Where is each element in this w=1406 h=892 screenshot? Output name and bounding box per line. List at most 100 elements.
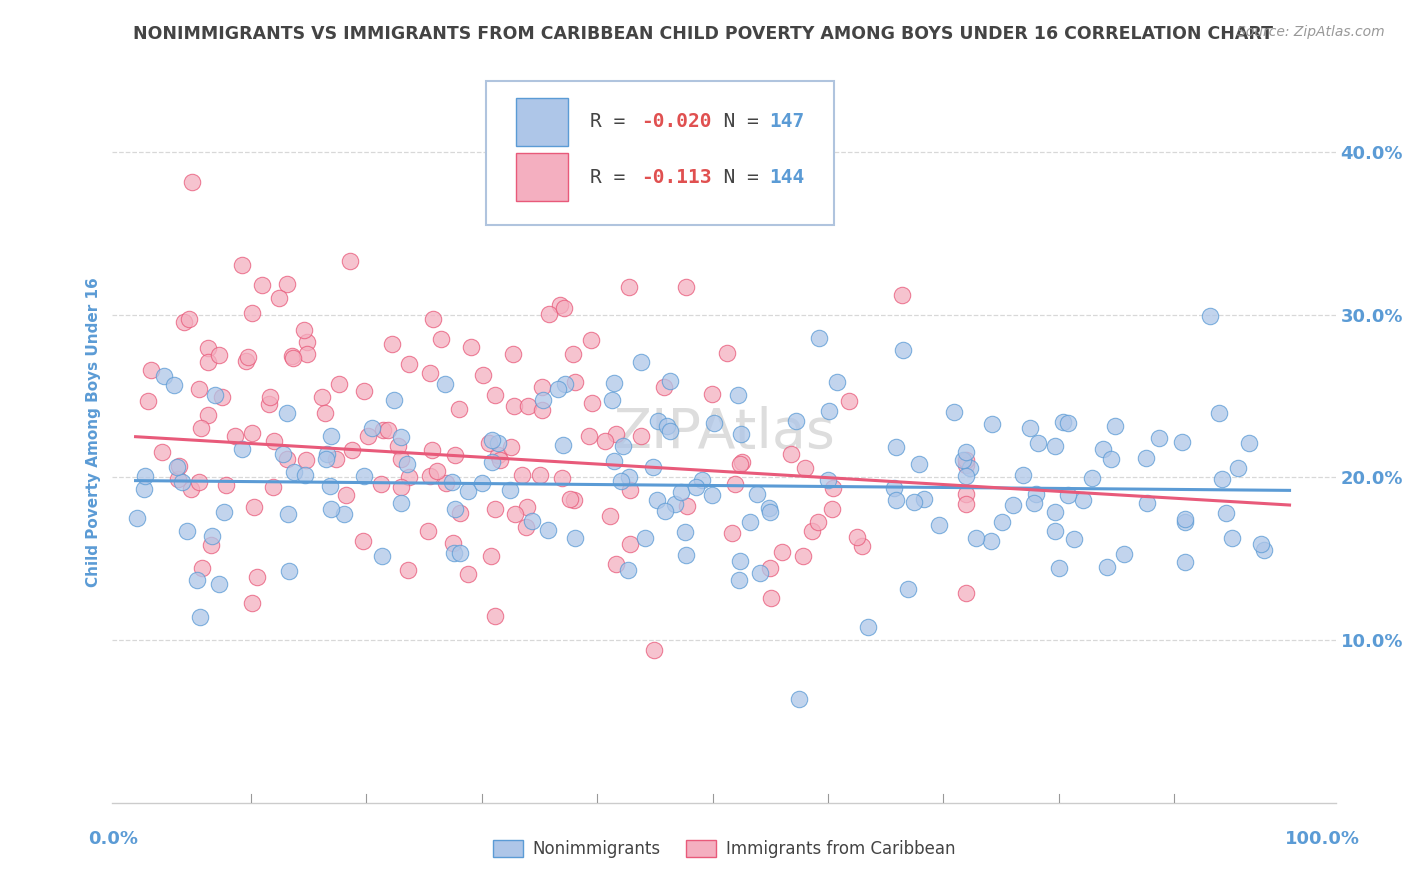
Point xyxy=(153,369,176,384)
Point xyxy=(560,492,582,507)
Point xyxy=(703,417,725,431)
Point xyxy=(215,478,238,492)
Point xyxy=(517,399,540,413)
Point xyxy=(357,429,380,443)
Point xyxy=(471,476,494,491)
Point xyxy=(273,446,295,460)
Point xyxy=(673,524,696,539)
Point xyxy=(1199,310,1222,324)
Point xyxy=(530,380,553,394)
Point xyxy=(398,470,420,484)
Point xyxy=(180,482,202,496)
Point xyxy=(536,523,558,537)
Point xyxy=(150,445,173,459)
Point xyxy=(472,368,495,382)
Point xyxy=(441,536,464,550)
Point xyxy=(204,387,226,401)
Point xyxy=(562,346,585,360)
Point xyxy=(512,467,534,482)
Point xyxy=(277,507,299,521)
Point xyxy=(599,508,621,523)
Point xyxy=(231,258,253,272)
Point xyxy=(197,342,219,356)
Point xyxy=(340,443,363,458)
Point xyxy=(267,292,290,306)
Point xyxy=(758,561,780,575)
Point xyxy=(955,586,977,600)
Point xyxy=(600,393,623,408)
Point xyxy=(912,492,935,507)
Point xyxy=(1174,515,1197,529)
Point xyxy=(333,507,356,521)
Point xyxy=(319,429,342,443)
Point xyxy=(443,502,465,516)
Point xyxy=(315,451,337,466)
Text: Source: ZipAtlas.com: Source: ZipAtlas.com xyxy=(1237,25,1385,39)
Point xyxy=(190,420,212,434)
Point xyxy=(655,418,678,433)
Point xyxy=(676,499,699,513)
Point xyxy=(1253,543,1275,558)
Text: R =: R = xyxy=(589,168,648,186)
Point xyxy=(231,442,253,456)
Point xyxy=(489,453,512,467)
Point xyxy=(132,482,155,496)
Point xyxy=(654,503,676,517)
Point xyxy=(1136,496,1159,510)
Point xyxy=(371,423,394,437)
Point xyxy=(617,470,640,484)
Point xyxy=(612,439,634,453)
Point xyxy=(240,425,263,440)
Point xyxy=(1063,532,1085,546)
Point xyxy=(1018,421,1040,435)
Point xyxy=(537,307,560,321)
Point xyxy=(1135,450,1157,465)
Point xyxy=(1250,537,1272,551)
Point xyxy=(685,480,707,494)
Point xyxy=(617,279,640,293)
Point xyxy=(419,469,441,483)
Point xyxy=(190,561,212,575)
Point xyxy=(801,524,824,538)
Point xyxy=(176,524,198,539)
Point xyxy=(186,573,208,587)
Point xyxy=(246,569,269,583)
Point xyxy=(1026,436,1049,450)
Point xyxy=(134,468,156,483)
Point xyxy=(658,374,681,388)
Point xyxy=(444,448,467,462)
Point xyxy=(283,466,305,480)
Point xyxy=(238,350,260,364)
Point xyxy=(481,455,503,469)
Text: NONIMMIGRANTS VS IMMIGRANTS FROM CARIBBEAN CHILD POVERTY AMONG BOYS UNDER 16 COR: NONIMMIGRANTS VS IMMIGRANTS FROM CARIBBE… xyxy=(134,25,1272,43)
Point xyxy=(603,376,626,390)
Point xyxy=(1052,415,1074,429)
Point xyxy=(856,619,879,633)
Point xyxy=(325,451,347,466)
Point xyxy=(980,417,1002,431)
Point xyxy=(208,577,231,591)
Point xyxy=(564,492,586,507)
Point xyxy=(884,492,907,507)
Point xyxy=(619,537,641,551)
Point xyxy=(943,405,966,419)
Point xyxy=(425,464,447,478)
Point xyxy=(314,406,336,420)
Point xyxy=(955,487,977,501)
Text: 144: 144 xyxy=(769,168,804,186)
Point xyxy=(630,355,652,369)
Point xyxy=(278,564,301,578)
Text: 0.0%: 0.0% xyxy=(89,830,138,847)
Point xyxy=(690,473,713,487)
Point xyxy=(675,280,697,294)
Point xyxy=(353,469,375,483)
Point xyxy=(382,393,405,408)
Point xyxy=(581,396,603,410)
Point xyxy=(252,278,274,293)
Point xyxy=(616,564,638,578)
Text: N =: N = xyxy=(700,168,770,186)
Point xyxy=(434,377,457,392)
Point xyxy=(1056,488,1078,502)
Point xyxy=(262,480,284,494)
Point xyxy=(484,501,506,516)
